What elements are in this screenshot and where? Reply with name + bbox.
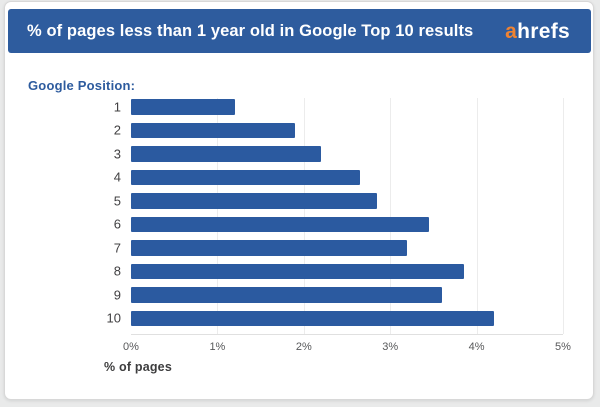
bar-row: 2 bbox=[114, 122, 563, 138]
position-label: 10 bbox=[106, 310, 121, 326]
bar-row: 9 bbox=[114, 287, 563, 303]
header-bar: % of pages less than 1 year old in Googl… bbox=[8, 9, 591, 53]
position-label: 2 bbox=[113, 122, 121, 138]
ahrefs-logo: ahrefs bbox=[505, 21, 570, 42]
position-label: 9 bbox=[113, 287, 121, 303]
position-label: 5 bbox=[113, 193, 121, 209]
x-tick-label: 1% bbox=[209, 341, 226, 353]
value-bar bbox=[131, 310, 494, 326]
bar-row: 8 bbox=[114, 263, 563, 279]
ahrefs-logo-rest: hrefs bbox=[517, 19, 570, 43]
bar-row: 6 bbox=[114, 216, 563, 232]
value-bar bbox=[131, 122, 296, 138]
bar-row: 7 bbox=[114, 240, 563, 256]
bar-row: 3 bbox=[114, 146, 563, 162]
value-bar bbox=[131, 169, 360, 185]
x-tick-label: 0% bbox=[123, 341, 139, 353]
position-label: 1 bbox=[113, 99, 121, 115]
chart-title: % of pages less than 1 year old in Googl… bbox=[27, 21, 474, 40]
value-bar bbox=[131, 146, 322, 162]
x-tick-label: 3% bbox=[382, 341, 399, 353]
gridline bbox=[217, 98, 219, 334]
position-label: 6 bbox=[113, 216, 121, 232]
bar-row: 4 bbox=[114, 169, 563, 185]
gridline bbox=[563, 98, 564, 334]
value-bar bbox=[131, 263, 464, 279]
x-tick-label: 4% bbox=[468, 341, 485, 353]
gridline bbox=[303, 98, 305, 334]
position-label: 3 bbox=[113, 146, 121, 162]
value-bar bbox=[131, 216, 430, 232]
x-tick-label: 5% bbox=[555, 341, 571, 353]
bar-row: 1 bbox=[114, 99, 563, 115]
bar-row: 10 bbox=[107, 310, 563, 326]
value-bar bbox=[131, 99, 235, 115]
bar-row: 5 bbox=[114, 193, 563, 209]
x-tick-label: 2% bbox=[295, 341, 312, 353]
chart-card: % of pages less than 1 year old in Googl… bbox=[4, 1, 594, 400]
gridline bbox=[476, 98, 478, 334]
x-axis-ticks: 0% 1% 2% 3% 4% 5% bbox=[123, 341, 571, 355]
position-label: 7 bbox=[113, 240, 121, 256]
gridline bbox=[390, 98, 392, 334]
ahrefs-logo-a: a bbox=[505, 19, 518, 43]
plot-area: 1 2 3 4 5 6 7 8 9 10 bbox=[107, 98, 564, 335]
value-bar bbox=[131, 240, 408, 256]
y-axis-group-label: Google Position: bbox=[28, 78, 136, 93]
position-label: 8 bbox=[113, 263, 121, 279]
value-bar bbox=[131, 193, 378, 209]
value-bar bbox=[131, 287, 443, 303]
position-label: 4 bbox=[113, 169, 121, 185]
x-axis-label: % of pages bbox=[104, 360, 172, 374]
